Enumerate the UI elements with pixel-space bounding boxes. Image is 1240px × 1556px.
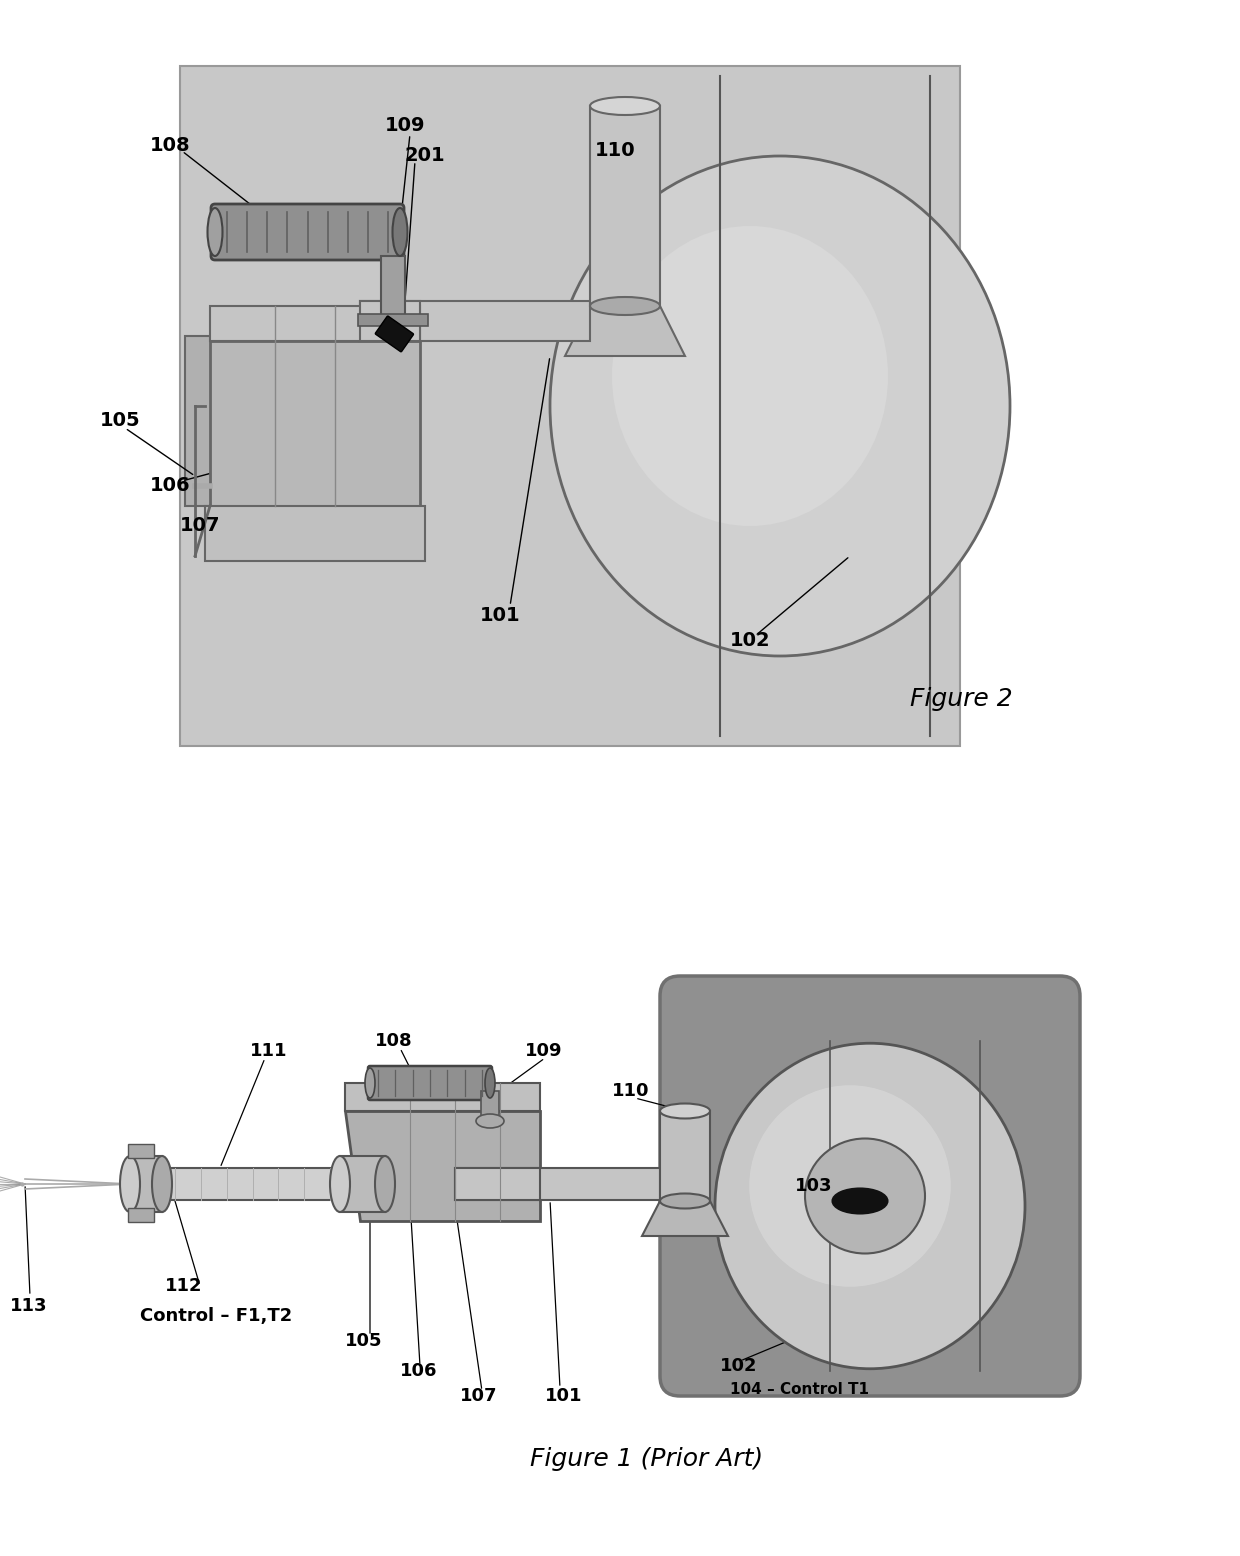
FancyBboxPatch shape: [660, 1111, 711, 1201]
Text: 201: 201: [405, 146, 445, 165]
FancyBboxPatch shape: [180, 65, 960, 745]
FancyBboxPatch shape: [128, 1207, 154, 1221]
Text: Figure 2: Figure 2: [910, 688, 1013, 711]
FancyBboxPatch shape: [358, 314, 428, 327]
Ellipse shape: [590, 96, 660, 115]
FancyBboxPatch shape: [455, 1169, 539, 1200]
FancyBboxPatch shape: [130, 1156, 162, 1212]
FancyBboxPatch shape: [211, 204, 404, 260]
FancyBboxPatch shape: [205, 506, 425, 562]
Text: 104 – Control T1: 104 – Control T1: [730, 1382, 869, 1397]
Text: 110: 110: [613, 1081, 650, 1100]
Ellipse shape: [660, 1103, 711, 1119]
Ellipse shape: [613, 226, 888, 526]
Text: 112: 112: [165, 1277, 202, 1295]
Text: 108: 108: [374, 1032, 413, 1050]
FancyBboxPatch shape: [660, 976, 1080, 1396]
Ellipse shape: [476, 1114, 503, 1128]
FancyBboxPatch shape: [590, 106, 660, 307]
Text: 105: 105: [345, 1332, 382, 1351]
Ellipse shape: [374, 1156, 396, 1212]
FancyBboxPatch shape: [128, 1144, 154, 1158]
Ellipse shape: [551, 156, 1011, 657]
FancyBboxPatch shape: [481, 1091, 498, 1120]
Text: 110: 110: [595, 142, 636, 160]
Ellipse shape: [749, 1085, 951, 1287]
FancyBboxPatch shape: [210, 341, 420, 506]
FancyBboxPatch shape: [210, 307, 420, 341]
Ellipse shape: [805, 1139, 925, 1254]
Ellipse shape: [120, 1156, 140, 1212]
Text: 111: 111: [250, 1043, 288, 1060]
Ellipse shape: [330, 1156, 350, 1212]
Text: 102: 102: [720, 1357, 758, 1376]
Text: 101: 101: [546, 1386, 583, 1405]
Polygon shape: [565, 307, 684, 356]
Text: 102: 102: [730, 632, 770, 650]
Ellipse shape: [715, 1043, 1025, 1369]
Text: 101: 101: [480, 605, 521, 626]
FancyBboxPatch shape: [340, 1156, 384, 1212]
FancyBboxPatch shape: [345, 1083, 539, 1111]
Text: 108: 108: [150, 135, 191, 156]
Text: 103: 103: [795, 1176, 832, 1195]
Text: 107: 107: [180, 517, 221, 535]
Ellipse shape: [590, 297, 660, 314]
Text: Control – F1,T2: Control – F1,T2: [140, 1307, 293, 1326]
FancyBboxPatch shape: [360, 300, 420, 341]
FancyBboxPatch shape: [368, 1066, 492, 1100]
Text: Figure 1 (Prior Art): Figure 1 (Prior Art): [529, 1447, 763, 1470]
FancyBboxPatch shape: [360, 300, 590, 341]
Polygon shape: [345, 1111, 539, 1221]
Polygon shape: [642, 1201, 728, 1235]
Ellipse shape: [485, 1067, 495, 1099]
Ellipse shape: [153, 1156, 172, 1212]
Text: 107: 107: [460, 1386, 497, 1405]
FancyBboxPatch shape: [185, 336, 219, 506]
Text: 106: 106: [150, 476, 191, 495]
FancyBboxPatch shape: [160, 1169, 345, 1200]
Text: 109: 109: [525, 1043, 563, 1060]
Ellipse shape: [393, 209, 408, 257]
Text: 105: 105: [100, 411, 140, 429]
Ellipse shape: [832, 1189, 888, 1214]
FancyBboxPatch shape: [376, 316, 413, 352]
Ellipse shape: [365, 1067, 374, 1099]
Ellipse shape: [207, 209, 222, 257]
Text: 106: 106: [401, 1362, 438, 1380]
Text: 113: 113: [10, 1298, 47, 1315]
FancyBboxPatch shape: [455, 1169, 660, 1200]
FancyBboxPatch shape: [381, 257, 405, 321]
Text: 109: 109: [384, 117, 425, 135]
Ellipse shape: [660, 1193, 711, 1209]
